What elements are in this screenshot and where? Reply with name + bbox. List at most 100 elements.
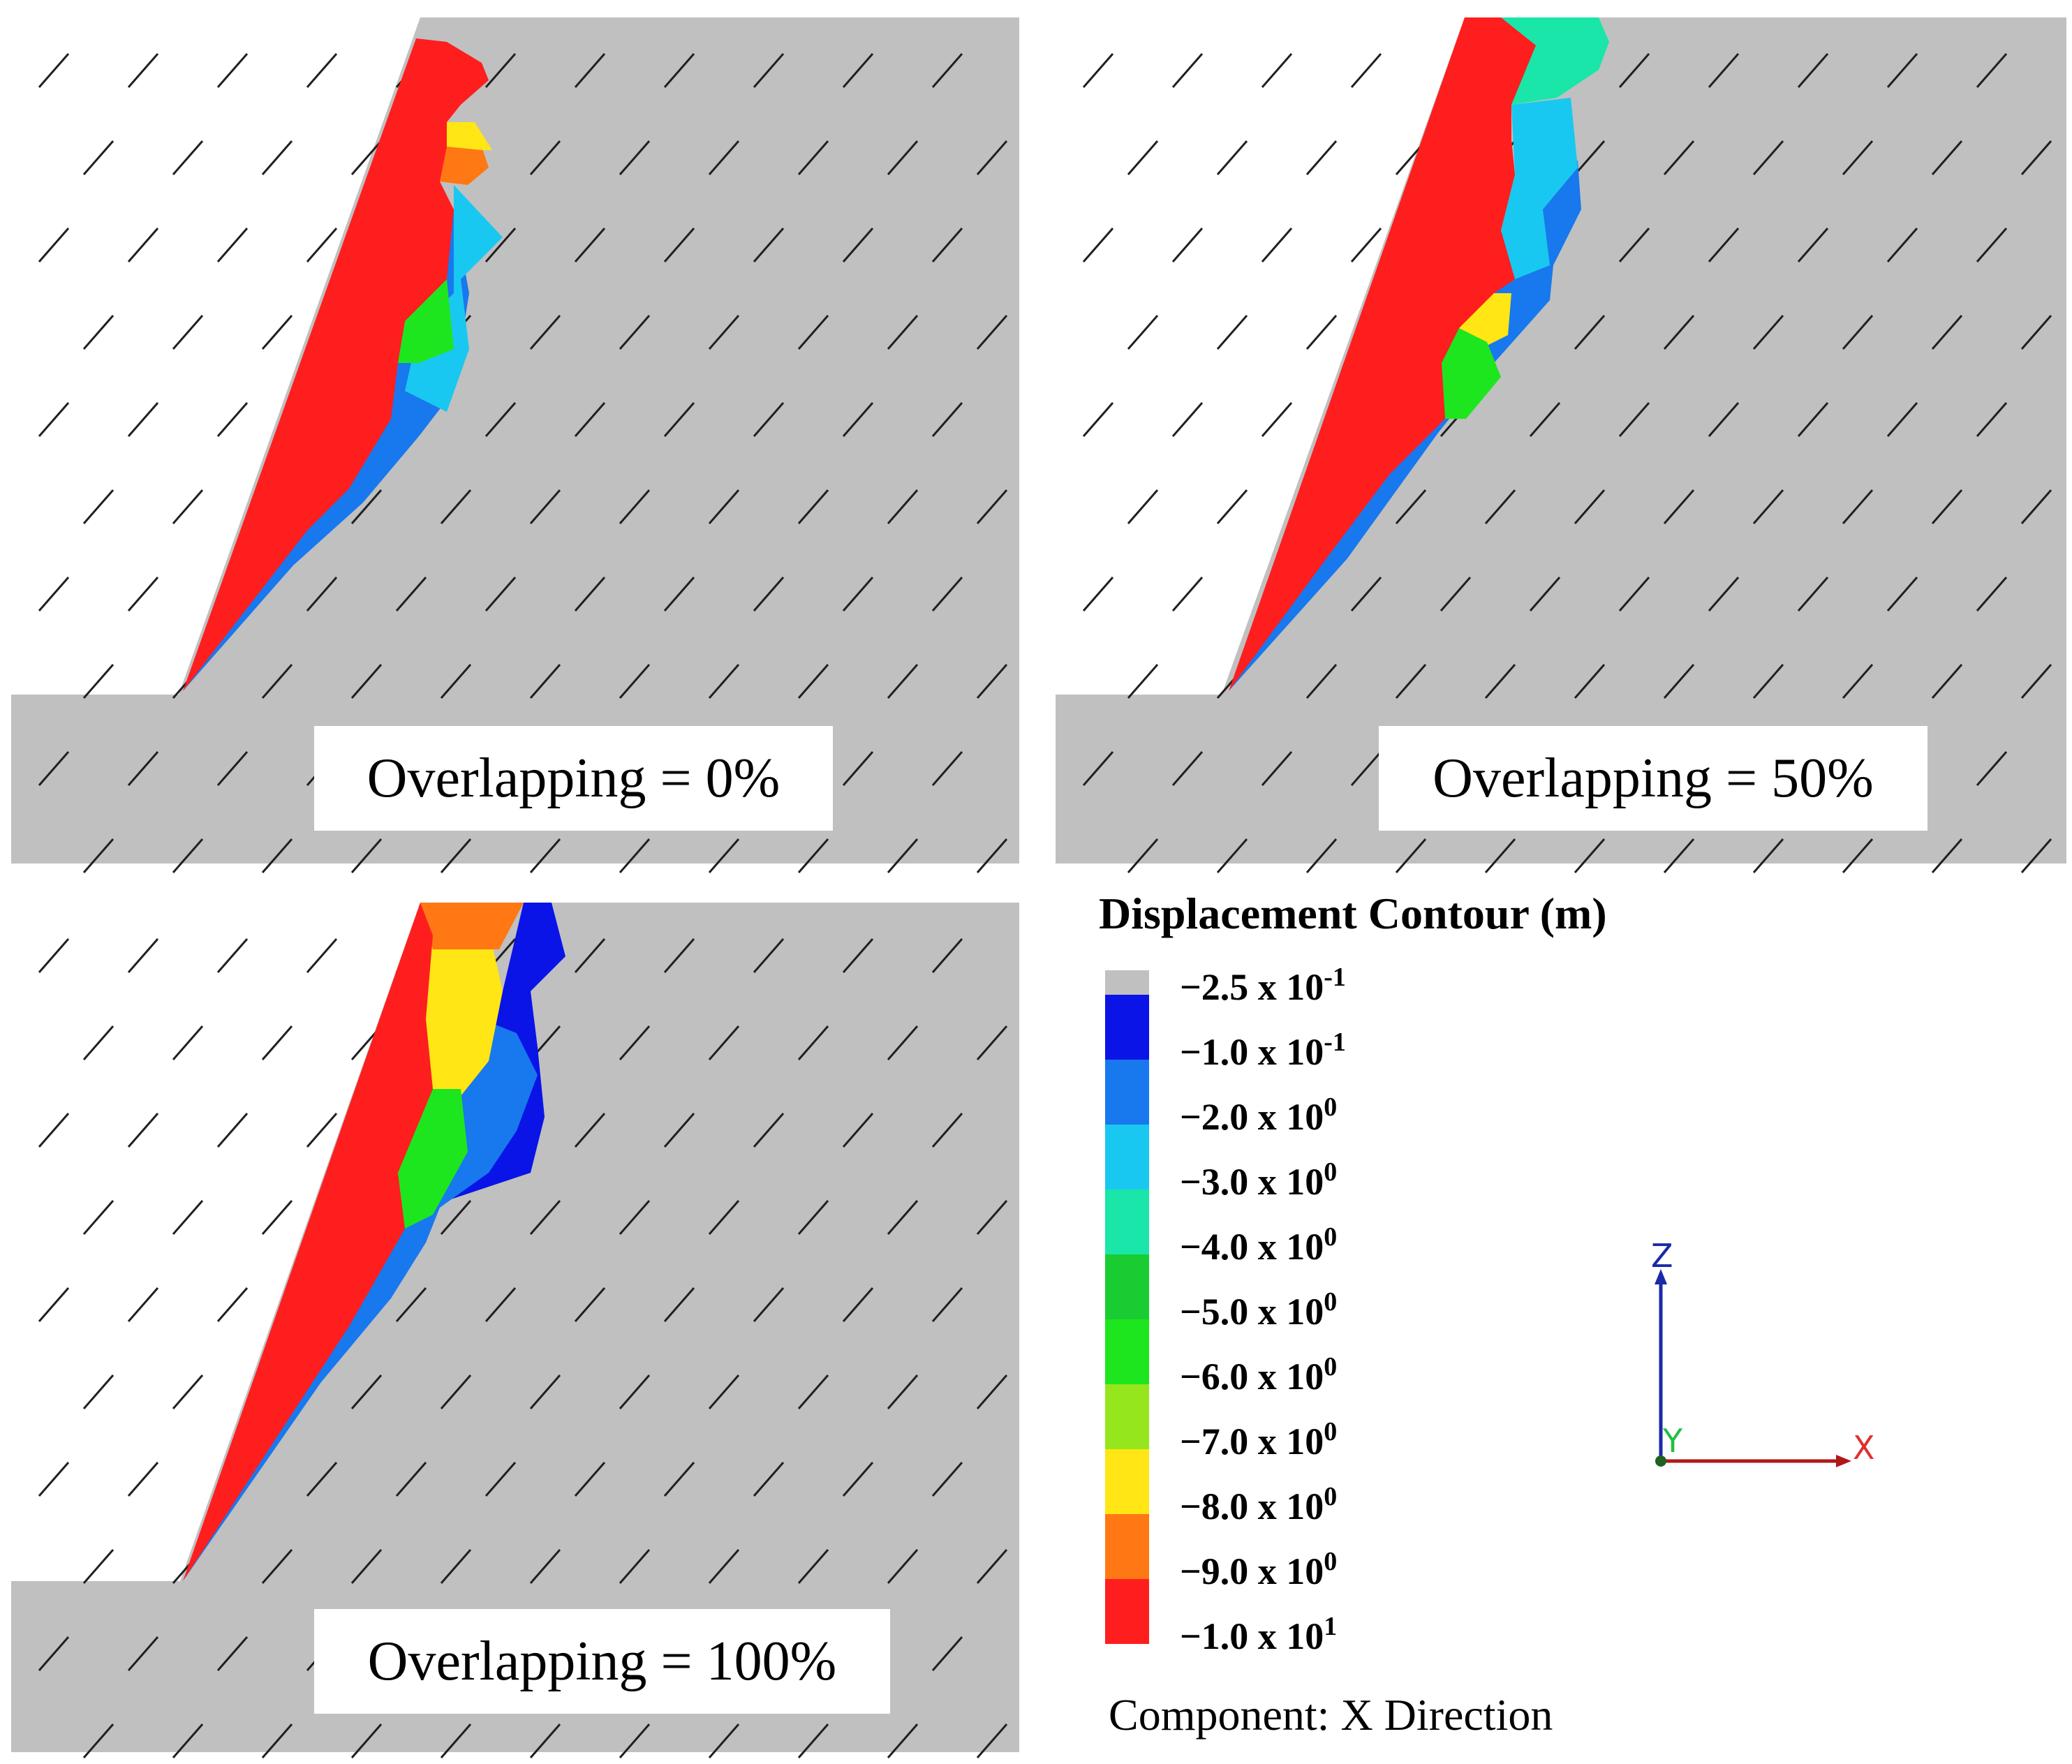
joint-trace [976,1374,1008,1409]
joint-trace [663,1113,695,1148]
joint-trace [1127,489,1159,524]
joint-trace [1574,489,1606,524]
joint-trace [887,1724,919,1758]
joint-trace [842,1287,874,1322]
joint-trace [708,1374,740,1409]
joint-trace [1440,577,1472,612]
joint-trace [529,140,561,175]
joint-trace [574,402,606,437]
joint-trace [574,938,606,973]
joint-trace [842,938,874,973]
z-axis-arrowhead [1655,1269,1667,1284]
joint-trace [38,228,70,262]
joint-trace [797,489,829,524]
joint-trace [529,838,561,873]
legend-label-mantissa: −2.5 x 10 [1180,966,1324,1008]
joint-trace [574,1113,606,1148]
joint-trace [1708,402,1740,437]
legend-color-bar [1105,970,1149,1644]
joint-trace [1305,315,1338,350]
legend-label-mantissa: −2.0 x 10 [1180,1096,1324,1138]
joint-trace [38,1462,70,1497]
joint-trace [216,1113,249,1148]
joint-trace [261,315,293,350]
legend-label: −1.0 x 10-1 [1180,1027,1346,1074]
joint-trace [1886,53,1918,88]
joint-trace [1663,315,1695,350]
axis-origin [1655,1455,1666,1467]
legend-label-exponent: 0 [1324,1482,1338,1511]
legend-label-exponent: 1 [1324,1612,1338,1641]
joint-trace [708,1549,740,1584]
legend-label-exponent: 0 [1324,1287,1338,1317]
failed-block-yellow-zone [426,928,503,1096]
joint-trace [1082,228,1114,262]
joint-trace [38,1113,70,1148]
joint-trace [619,489,651,524]
joint-trace [484,1462,517,1497]
joint-trace [529,664,561,699]
legend-label-mantissa: −1.0 x 10 [1180,1615,1324,1657]
joint-trace [1842,140,1874,175]
joint-trace [842,751,874,786]
joint-trace [1574,664,1606,699]
joint-trace [574,228,606,262]
legend-label: −6.0 x 100 [1180,1351,1337,1398]
joint-trace [887,664,919,699]
legend-swatch [1105,1189,1149,1254]
joint-trace [708,489,740,524]
joint-trace [1574,838,1606,873]
x-axis-label: X [1853,1429,1875,1467]
joint-trace [1752,140,1784,175]
legend-swatch [1105,1384,1149,1449]
joint-trace [1350,228,1382,262]
joint-trace [216,1636,249,1671]
joint-trace [2020,315,2052,350]
joint-trace [529,489,561,524]
joint-trace [842,1462,874,1497]
joint-trace [2020,489,2052,524]
joint-trace [172,489,204,524]
joint-trace [172,838,204,873]
joint-trace [440,1374,472,1409]
failed-block-orange-zone [420,903,524,949]
joint-trace [619,1549,651,1584]
joint-trace [1663,838,1695,873]
joint-trace [127,577,159,612]
joint-trace [619,140,651,175]
joint-trace [1350,577,1382,612]
x-axis-arrowhead [1836,1455,1851,1467]
joint-trace [350,664,383,699]
joint-trace [529,1549,561,1584]
failed-block-cyan-zone [1501,98,1578,279]
legend-label: −1.0 x 101 [1180,1611,1337,1658]
rock-mass [11,903,1019,1752]
joint-trace [619,1724,651,1758]
joint-trace [708,1200,740,1235]
joint-trace [1127,838,1159,873]
joint-trace [797,1374,829,1409]
joint-trace [1082,577,1114,612]
joint-trace [708,1724,740,1758]
joint-trace [574,1287,606,1322]
joint-trace [127,1113,159,1148]
joint-trace [931,228,963,262]
joint-trace [887,838,919,873]
joint-trace [931,1113,963,1148]
joint-trace [172,1374,204,1409]
legend-label: −8.0 x 100 [1180,1481,1337,1528]
joint-trace [574,577,606,612]
legend-label: −2.0 x 100 [1180,1092,1337,1139]
legend-label-exponent: 0 [1324,1352,1338,1381]
joint-trace [440,664,472,699]
joint-trace [1127,315,1159,350]
joint-trace [1797,53,1829,88]
legend-swatch [1105,970,1149,995]
joint-trace [753,402,785,437]
joint-trace [261,140,293,175]
legend-label-mantissa: −8.0 x 10 [1180,1485,1324,1527]
joint-trace [1752,315,1784,350]
joint-trace [529,1724,561,1758]
z-axis-label: Z [1651,1237,1673,1275]
